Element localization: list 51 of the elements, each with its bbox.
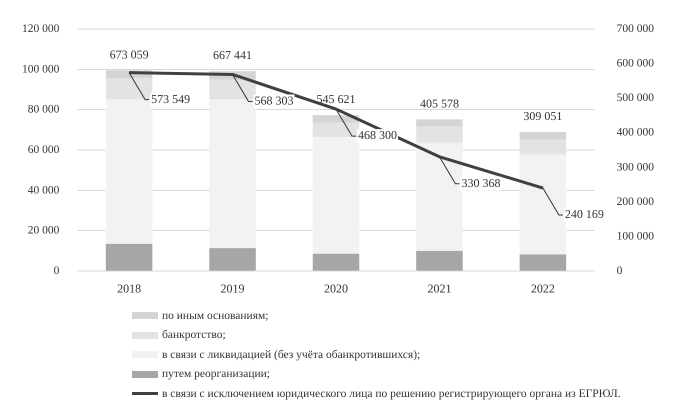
annotation: 405 578 — [420, 96, 459, 110]
bar — [312, 254, 360, 271]
bar — [209, 248, 256, 271]
x-tick-label: 2021 — [427, 281, 452, 296]
bar — [416, 126, 463, 143]
legend-label: банкротство; — [162, 329, 226, 342]
x-tick-label: 2020 — [324, 281, 348, 296]
legend-label: в связи с исключением юридического лица по решению регистрирующего органа из ЕГРЮЛ. — [162, 388, 621, 400]
bar — [416, 142, 463, 251]
y2-tick-label: 100 000 — [616, 230, 654, 243]
y-tick-label: 80 000 — [28, 104, 60, 116]
data-label: 240 169 — [564, 207, 604, 222]
data-label: 330 368 — [461, 176, 500, 190]
legend-label: по иным основаниям; — [162, 310, 268, 322]
y2-tick-label: 0 — [616, 265, 623, 278]
data-label: 573 549 — [151, 92, 190, 106]
bar — [312, 137, 360, 254]
annotation: 673 059 — [110, 47, 149, 62]
y-tick-label: 20 000 — [28, 224, 60, 237]
data-label: 468 300 — [358, 128, 397, 142]
bar — [520, 132, 566, 140]
annotation: 667 441 — [213, 48, 252, 62]
bar — [416, 250, 463, 271]
y-tick-label: 60 000 — [28, 144, 60, 156]
legend-label: путем реорганизации; — [162, 368, 270, 380]
bar — [312, 122, 360, 138]
bar — [106, 99, 152, 244]
x-tick-label: 2022 — [530, 281, 555, 296]
y2-tick-label: 500 000 — [616, 92, 654, 104]
y2-tick-label: 400 000 — [616, 126, 654, 139]
annotation: 545 621 — [316, 92, 356, 106]
bar — [520, 254, 566, 271]
bar — [416, 119, 463, 127]
data-label: 568 303 — [254, 94, 294, 108]
bar — [106, 78, 152, 100]
bar — [520, 154, 566, 255]
y-tick-label: 40 000 — [28, 184, 60, 196]
y2-tick-label: 300 000 — [616, 161, 654, 174]
bar — [209, 99, 256, 248]
y2-tick-label: 600 000 — [616, 58, 654, 70]
x-tick-label: 2019 — [220, 281, 245, 296]
y-tick-label: 120 000 — [22, 22, 60, 35]
y-tick-label: 100 000 — [22, 63, 60, 76]
y2-tick-label: 700 000 — [616, 22, 654, 35]
x-tick-label: 2018 — [117, 281, 142, 296]
annotation: 309 051 — [523, 109, 562, 124]
bar — [209, 80, 256, 100]
legend-label: в связи с ликвидацией (без учёта обанкротившихся); — [162, 348, 420, 361]
y2-tick-label: 200 000 — [616, 196, 654, 208]
y-tick-label: 0 — [54, 265, 60, 278]
bar — [106, 244, 152, 271]
